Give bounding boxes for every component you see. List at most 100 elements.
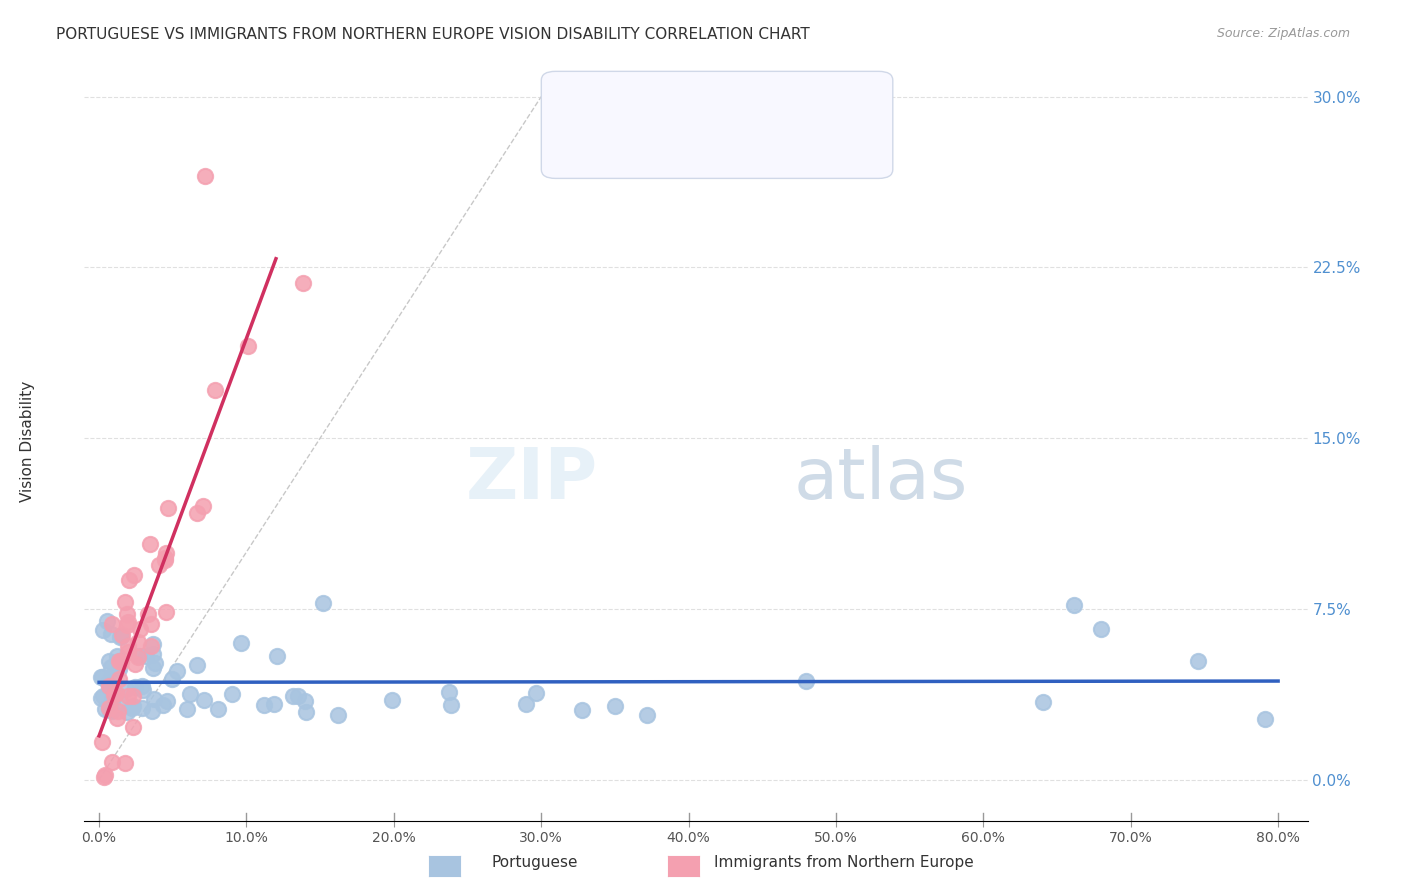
Point [132, 683, 155, 698]
Text: ZIP: ZIP [465, 445, 598, 514]
Point [1063, 598, 1085, 612]
Text: Immigrants from Northern Europe: Immigrants from Northern Europe [714, 855, 973, 870]
Point [312, 596, 335, 610]
Point [114, 595, 136, 609]
Point [127, 650, 149, 665]
Point [91, 735, 114, 749]
Y-axis label: Vision Disability: Vision Disability [21, 381, 35, 502]
Point [122, 568, 145, 582]
Point [157, 501, 180, 516]
Point [131, 701, 153, 715]
Point [221, 687, 243, 701]
Point [381, 693, 404, 707]
Point [326, 707, 349, 722]
Point [121, 700, 143, 714]
Point [117, 690, 139, 704]
Point [603, 698, 626, 713]
Text: R = -0.078    N = 72: R = -0.078 N = 72 [586, 96, 769, 112]
Point [115, 607, 138, 622]
Point [127, 635, 149, 649]
Point [636, 708, 658, 723]
Point [138, 537, 160, 551]
Point [122, 720, 145, 734]
Text: Source: ZipAtlas.com: Source: ZipAtlas.com [1216, 27, 1350, 40]
Point [96, 614, 118, 628]
Point [94, 768, 117, 782]
Point [97, 676, 120, 690]
Point [100, 627, 122, 641]
Point [101, 755, 124, 769]
Point [166, 664, 188, 678]
Point [128, 648, 150, 663]
Point [98, 680, 121, 694]
Point [98, 701, 121, 715]
Point [111, 628, 134, 642]
Point [107, 705, 129, 719]
Point [124, 680, 146, 694]
Point [101, 691, 124, 706]
Point [100, 670, 122, 684]
Point [794, 673, 817, 688]
Point [105, 711, 128, 725]
Point [207, 702, 229, 716]
Point [129, 623, 152, 637]
Point [90, 690, 112, 705]
Point [193, 693, 215, 707]
Point [236, 339, 259, 353]
Point [179, 687, 201, 701]
Point [100, 660, 122, 674]
Point [287, 690, 309, 704]
Point [281, 689, 304, 703]
Point [191, 500, 214, 514]
Point [135, 648, 157, 663]
Point [108, 655, 131, 669]
Point [155, 546, 177, 560]
Text: R =  0.518    N = 47: R = 0.518 N = 47 [586, 134, 769, 149]
Point [107, 672, 129, 686]
Point [1090, 622, 1112, 636]
Point [155, 553, 177, 567]
Point [142, 647, 165, 661]
Point [91, 690, 114, 704]
Point [117, 645, 139, 659]
Point [294, 694, 316, 708]
Point [105, 648, 128, 663]
Point [143, 692, 166, 706]
Point [98, 702, 121, 716]
Point [152, 698, 174, 713]
Point [98, 654, 121, 668]
Point [98, 679, 121, 693]
Point [103, 688, 125, 702]
Point [142, 637, 165, 651]
Point [101, 704, 124, 718]
Point [186, 506, 208, 520]
Point [117, 617, 139, 632]
Point [122, 689, 145, 703]
Point [143, 657, 166, 671]
Text: PORTUGUESE VS IMMIGRANTS FROM NORTHERN EUROPE VISION DISABILITY CORRELATION CHAR: PORTUGUESE VS IMMIGRANTS FROM NORTHERN E… [56, 27, 810, 42]
Point [115, 705, 138, 719]
Point [1032, 695, 1054, 709]
Point [122, 698, 145, 713]
Point [291, 276, 314, 290]
Point [110, 628, 132, 642]
Point [91, 623, 114, 637]
Point [440, 698, 463, 712]
Point [142, 660, 165, 674]
Point [139, 639, 162, 653]
Point [515, 697, 537, 711]
Point [90, 670, 112, 684]
Point [117, 615, 139, 630]
Point [294, 706, 316, 720]
Point [90, 670, 112, 684]
Point [148, 558, 170, 572]
Point [139, 617, 162, 632]
Point [266, 649, 288, 664]
Point [118, 573, 141, 587]
Point [108, 662, 131, 676]
Point [131, 679, 153, 693]
Point [94, 702, 117, 716]
Point [110, 655, 132, 669]
Point [204, 383, 226, 397]
Point [253, 698, 276, 712]
